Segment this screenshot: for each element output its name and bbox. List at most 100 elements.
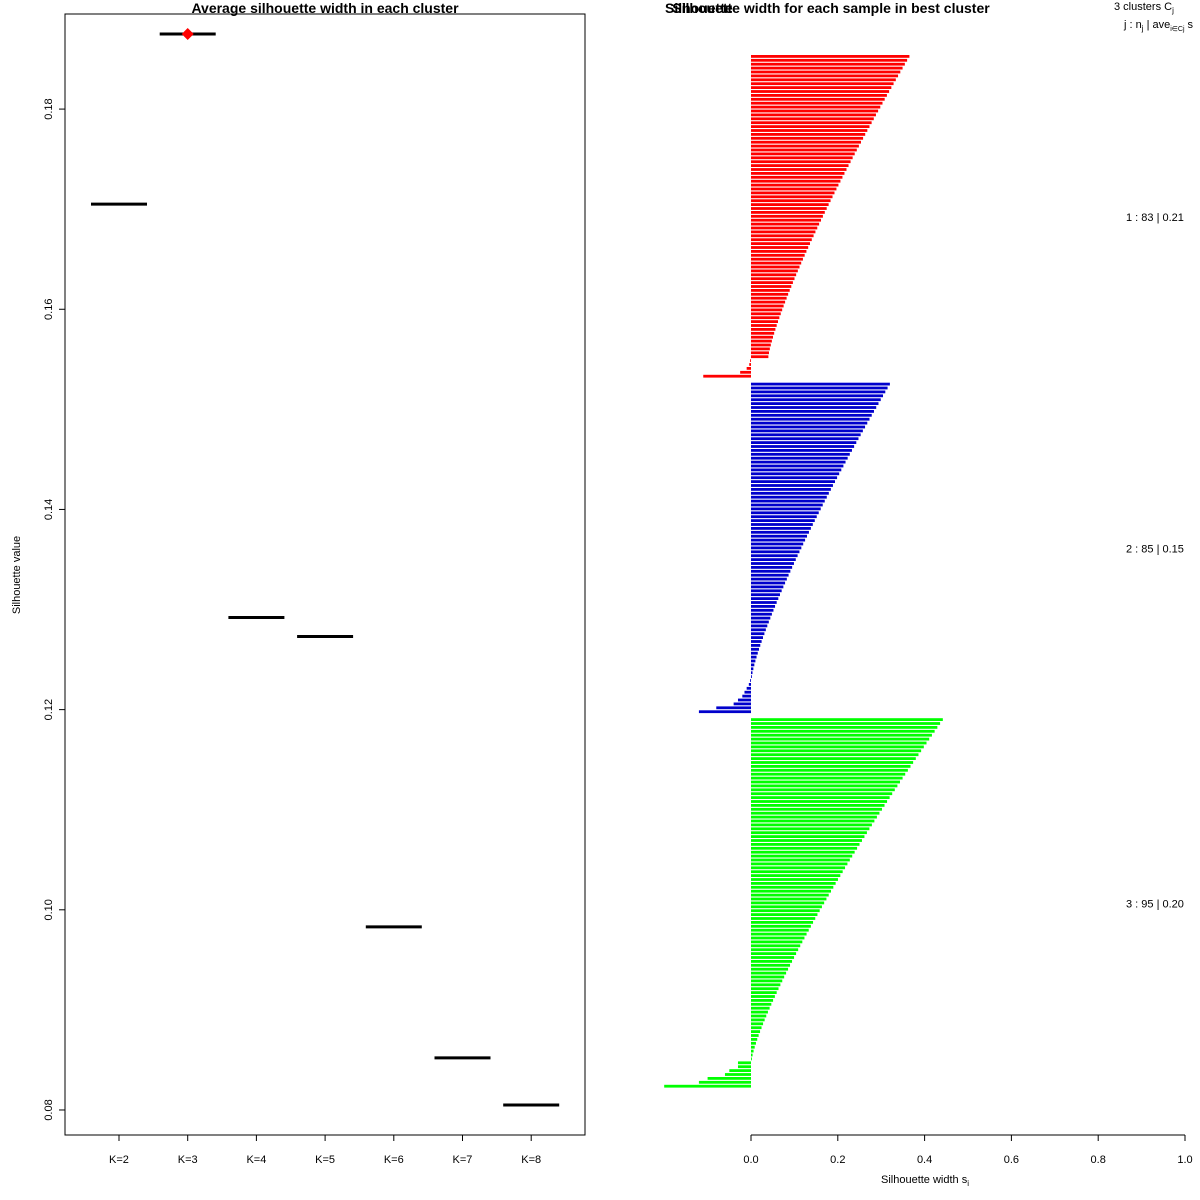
silhouette-bar [751, 671, 753, 675]
silhouette-bar [751, 815, 877, 819]
silhouette-bar [751, 515, 817, 519]
silhouette-bar [751, 140, 861, 144]
silhouette-bar [751, 277, 795, 281]
silhouette-bar [751, 172, 845, 175]
silhouette-bar [751, 807, 882, 811]
left-y-tick-label: 0.08 [43, 1099, 55, 1120]
silhouette-bar [751, 569, 791, 573]
silhouette-bar [751, 445, 855, 448]
silhouette-bar [751, 1018, 765, 1022]
silhouette-bar [751, 722, 941, 725]
silhouette-bar [751, 655, 757, 659]
silhouette-bar [751, 765, 911, 768]
left-y-tick-label: 0.14 [43, 499, 55, 520]
silhouette-bar [751, 351, 769, 355]
silhouette-bar [751, 78, 896, 82]
silhouette-bar [751, 597, 779, 600]
silhouette-bar [751, 640, 762, 643]
left-y-tick-label: 0.12 [43, 699, 55, 720]
left-y-tick-label: 0.18 [43, 98, 55, 119]
silhouette-bar [751, 90, 890, 93]
cluster-summary-label: 1 : 83 | 0.21 [1126, 212, 1184, 224]
left-chart: Average silhouette width in each cluster… [11, 0, 586, 1166]
silhouette-bar [751, 823, 872, 827]
silhouette-bar [751, 129, 868, 132]
silhouette-bar [751, 464, 844, 468]
silhouette-bar [751, 117, 874, 121]
silhouette-bar [737, 698, 751, 702]
left-x-tick-label: K=5 [315, 1154, 335, 1166]
silhouette-bar [751, 737, 930, 741]
left-y-tick-label: 0.10 [43, 899, 55, 920]
silhouette-bar [751, 975, 785, 979]
silhouette-bar [751, 616, 771, 620]
silhouette-bar [751, 296, 787, 300]
silhouette-bar [751, 109, 879, 113]
silhouette-bar [751, 839, 862, 842]
silhouette-bar [751, 429, 863, 433]
silhouette-bar [751, 187, 837, 191]
silhouette-bar [751, 417, 870, 421]
silhouette-bar [751, 554, 798, 558]
silhouette-bar [751, 136, 864, 140]
silhouette-bar [751, 456, 848, 460]
silhouette-bar [751, 179, 841, 183]
right-x-tick-label: 0.6 [1004, 1154, 1019, 1166]
silhouette-bar [751, 542, 804, 546]
silhouette-bar [751, 628, 766, 632]
silhouette-bar [751, 253, 805, 257]
silhouette-bar [748, 683, 751, 686]
silhouette-bar [751, 800, 888, 803]
silhouette-bar [751, 850, 855, 854]
silhouette-bar [751, 944, 801, 948]
silhouette-bar [751, 289, 790, 292]
silhouette-bar [751, 70, 901, 74]
silhouette-bar [703, 374, 751, 378]
silhouette-bar [751, 967, 789, 971]
silhouette-bar [751, 788, 895, 792]
right-x-axis-label: Silhouette width si [881, 1174, 969, 1188]
silhouette-bar [751, 605, 776, 608]
silhouette-bar [751, 979, 783, 983]
silhouette-bar [751, 491, 829, 495]
silhouette-bar [751, 667, 754, 671]
silhouette-bar [751, 495, 827, 499]
silhouette-bar [751, 238, 812, 242]
silhouette-bar [751, 460, 846, 464]
silhouette-bar [751, 726, 938, 729]
silhouette-bar [751, 878, 838, 881]
silhouette-bar [751, 66, 903, 70]
silhouette-bar [751, 484, 833, 487]
silhouette-bar [751, 870, 843, 874]
silhouette-bar [746, 686, 751, 690]
silhouette-bar [751, 226, 818, 230]
silhouette-bar [751, 175, 843, 179]
silhouette-bar [751, 347, 770, 351]
silhouette-bar [751, 218, 822, 222]
silhouette-bar [751, 644, 761, 647]
silhouette-bar [751, 269, 798, 273]
silhouette-bar [716, 706, 751, 710]
silhouette-bar [751, 74, 899, 78]
silhouette-bar [751, 86, 892, 89]
silhouette-bar [749, 363, 751, 366]
silhouette-bar [740, 370, 751, 374]
silhouette-bar [751, 382, 890, 386]
silhouette-bar [751, 647, 759, 651]
cluster-summary-label: 3 : 95 | 0.20 [1126, 898, 1184, 910]
silhouette-bar [751, 292, 789, 296]
silhouette-bar [751, 246, 809, 249]
silhouette-bar [751, 804, 885, 807]
silhouette-bar [750, 679, 751, 682]
silhouette-bar [751, 882, 836, 885]
silhouette-bar [751, 733, 932, 737]
silhouette-bar [751, 125, 870, 128]
right-x-tick-label: 0.2 [830, 1154, 845, 1166]
right-x-tick-label: 0.0 [743, 1154, 758, 1166]
cluster-header-line1: 3 clusters Cj [1114, 1, 1174, 15]
silhouette-bar [751, 729, 935, 733]
silhouette-bar [751, 308, 783, 312]
silhouette-bar [751, 499, 825, 503]
silhouette-bar [751, 1057, 752, 1061]
silhouette-bar [751, 577, 787, 581]
